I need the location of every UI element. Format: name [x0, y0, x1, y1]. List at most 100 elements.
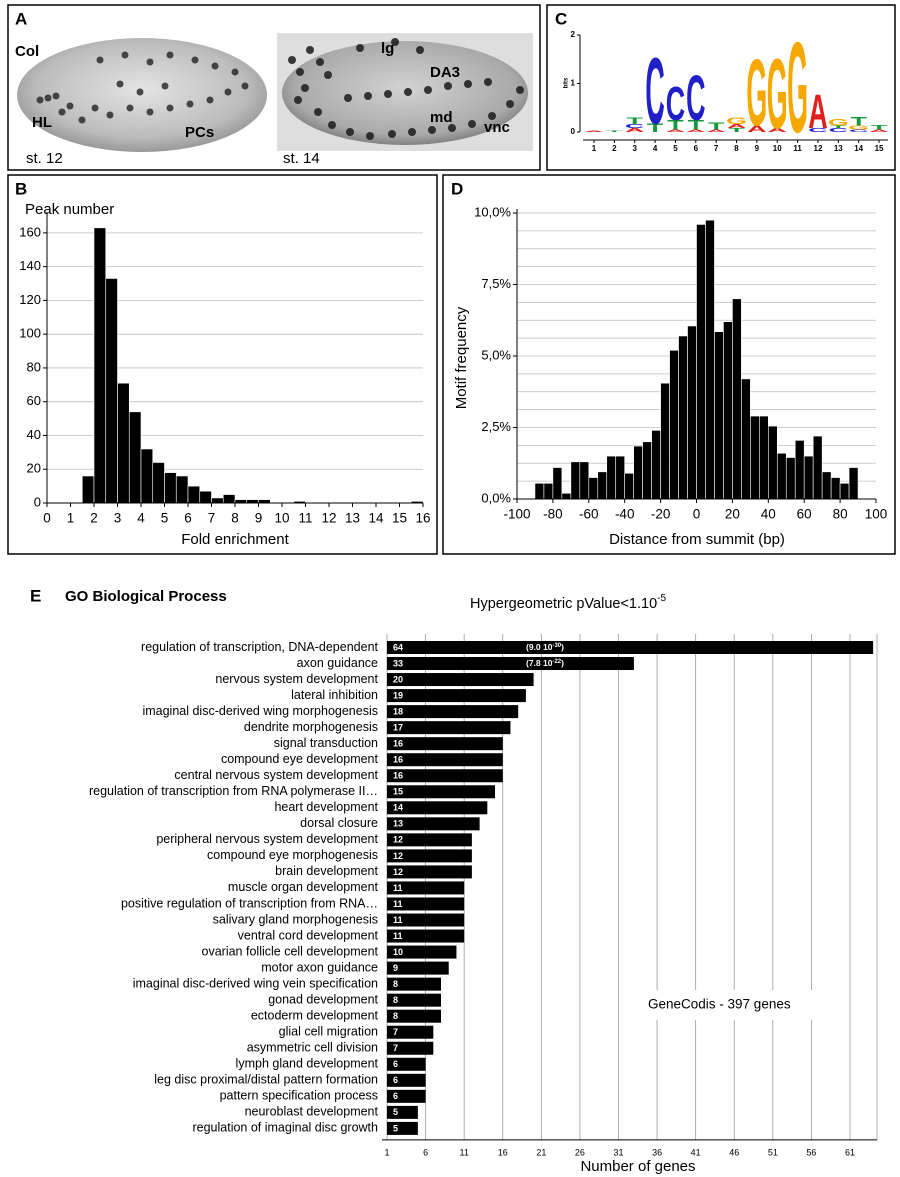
logo-letter: T: [728, 127, 745, 133]
logo-letter: C: [686, 64, 705, 134]
stained-cell: [314, 108, 322, 116]
stained-cell: [468, 120, 476, 128]
value-note-part: (7.8 10: [526, 658, 553, 668]
x-tick-label: 13: [345, 511, 360, 526]
y-axis-label: Peak number: [25, 201, 114, 218]
stained-cell: [146, 108, 154, 116]
bar: [387, 689, 526, 703]
stained-cell: [506, 100, 514, 108]
logo-letter: C: [849, 129, 869, 133]
bar: [387, 913, 465, 927]
x-tick-label: 3: [632, 144, 637, 153]
bar: [387, 641, 874, 654]
stained-cell: [36, 96, 44, 104]
logo-letter: G: [787, 14, 808, 159]
x-tick-label: 61: [845, 1147, 855, 1157]
x-axis-label: Distance from summit (bp): [609, 531, 785, 548]
image-label: md: [430, 109, 453, 126]
category-label: pattern specification process: [220, 1089, 378, 1103]
logo-letter: A: [768, 127, 787, 133]
bar: [678, 335, 688, 500]
bar: [579, 461, 590, 500]
value-label: 8: [393, 1011, 398, 1021]
bar: [759, 415, 769, 500]
category-label: salivary gland morphogenesis: [213, 912, 378, 926]
x-tick-label: 14: [368, 511, 384, 526]
x-tick-label: 11: [298, 511, 312, 526]
stained-cell: [328, 121, 336, 129]
image-label: Col: [15, 43, 39, 60]
panel-a-frame: [7, 4, 541, 171]
value-label: 33: [393, 658, 403, 668]
logo-letter: T: [627, 116, 644, 126]
bar: [93, 227, 107, 504]
stained-cell: [428, 126, 436, 134]
logo-letter: G: [828, 118, 849, 128]
bar: [387, 849, 472, 863]
category-label: muscle organ development: [228, 880, 379, 894]
bar: [732, 298, 742, 500]
logo-letter: T: [830, 125, 847, 129]
bar: [387, 1105, 418, 1119]
logo-letter: T: [606, 131, 623, 132]
value-label: 6: [393, 1091, 398, 1101]
bar: [812, 435, 823, 500]
value-label: 12: [393, 851, 403, 861]
x-tick-label: 56: [806, 1147, 816, 1157]
bar: [387, 945, 457, 959]
category-label: motor axon guidance: [261, 960, 378, 974]
bar: [696, 224, 706, 500]
stained-cell: [294, 96, 302, 104]
stained-cell: [301, 84, 309, 92]
logo-letter: T: [647, 122, 664, 135]
y-tick-label: 2,5%: [481, 419, 511, 434]
bar: [387, 977, 442, 991]
y-tick-label: 2: [571, 30, 576, 39]
logo-letter: C: [666, 78, 685, 131]
bar: [387, 785, 496, 799]
bar: [387, 833, 472, 847]
bar: [387, 993, 442, 1007]
y-tick-label: 0,0%: [481, 490, 511, 505]
stained-cell: [391, 38, 399, 46]
bar: [387, 1057, 426, 1071]
value-label: 17: [393, 723, 403, 733]
x-tick-label: 2: [612, 144, 617, 153]
value-label: 7: [393, 1043, 398, 1053]
bar: [387, 897, 465, 911]
logo-letter: A: [869, 129, 889, 133]
logo-letter: A: [727, 123, 746, 129]
x-tick-label: 10: [274, 511, 289, 526]
x-tick-label: 6: [694, 144, 699, 153]
x-tick-label: 12: [321, 511, 336, 526]
y-axis-label: bits: [564, 77, 570, 88]
category-label: glial cell migration: [279, 1025, 378, 1039]
category-label: ventral cord development: [238, 928, 379, 942]
x-tick-label: 13: [834, 144, 843, 153]
stained-cell: [206, 96, 214, 104]
category-label: positive regulation of transcription fro…: [121, 896, 378, 910]
bar: [705, 219, 715, 500]
image-label: lg: [381, 40, 394, 57]
stained-cell: [408, 128, 416, 136]
x-tick-label: 4: [137, 511, 145, 526]
stained-cell: [224, 88, 232, 96]
x-tick-label: 46: [729, 1147, 739, 1157]
bar: [387, 929, 465, 943]
logo-letter: A: [666, 129, 686, 133]
x-tick-label: 4: [653, 144, 658, 153]
value-label: 9: [393, 963, 398, 973]
stained-cell: [52, 92, 60, 100]
stained-cell: [91, 104, 99, 112]
value-note: (9.0 10-30): [526, 642, 564, 652]
x-tick-label: 40: [761, 507, 776, 522]
stained-cell: [241, 82, 249, 90]
bar: [642, 441, 652, 500]
image-label: DA3: [430, 64, 460, 81]
bar: [723, 321, 733, 500]
x-tick-label: 41: [691, 1147, 701, 1157]
logo-letter: G: [726, 116, 747, 126]
stained-cell: [161, 82, 169, 90]
stained-cell: [344, 94, 352, 102]
